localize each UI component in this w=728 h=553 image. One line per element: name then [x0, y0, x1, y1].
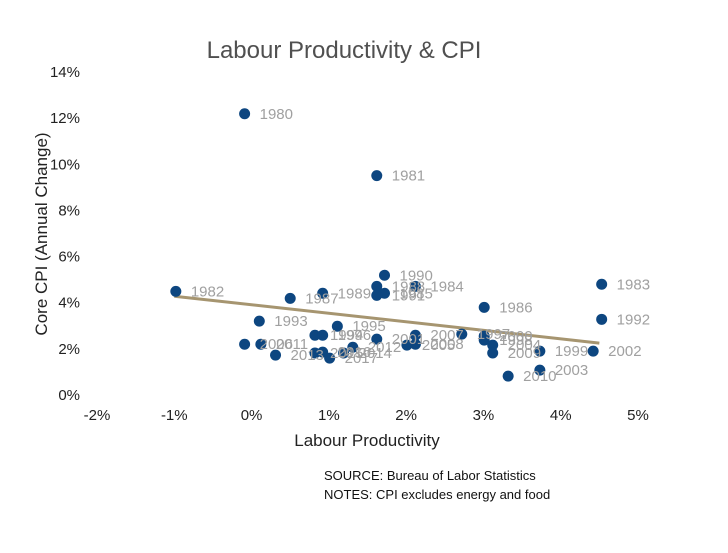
point-label: 1994: [330, 327, 363, 344]
point-label: 2015: [330, 345, 363, 362]
point-label: 2006: [260, 336, 293, 353]
data-point: [347, 341, 359, 353]
x-tick-label: 5%: [627, 407, 649, 424]
x-tick-label: -2%: [84, 407, 111, 424]
y-tick-label: 2%: [58, 341, 80, 358]
point-label: 2009: [508, 345, 541, 362]
data-point: [255, 338, 267, 350]
trend-line: [174, 294, 600, 345]
point-label: 2001: [392, 331, 425, 348]
point-label: 1995: [352, 318, 385, 335]
data-point: [270, 349, 282, 361]
x-axis-label: Labour Productivity: [294, 431, 440, 450]
x-axis-ticks: -2% -1% 0% 1% 2% 3% 4% 5%: [84, 407, 649, 424]
data-point: [534, 364, 546, 376]
data-point: [317, 329, 329, 341]
point-label: 1991: [392, 287, 425, 304]
data-point: [478, 301, 490, 313]
data-point: [284, 292, 296, 304]
data-point: [371, 289, 383, 301]
x-tick-label: 1%: [318, 407, 340, 424]
y-tick-label: 0%: [58, 387, 80, 404]
notes-note: NOTES: CPI excludes energy and food: [324, 487, 550, 502]
y-tick-label: 8%: [58, 202, 80, 219]
data-point: [371, 333, 383, 345]
data-point: [309, 329, 321, 341]
x-tick-label: 2%: [395, 407, 417, 424]
y-tick-label: 10%: [50, 156, 80, 173]
point-label: 2011: [276, 336, 308, 353]
y-axis-label: Core CPI (Annual Change): [32, 132, 51, 335]
point-label: 1983: [617, 276, 650, 293]
y-tick-label: 14%: [50, 64, 80, 81]
data-point: [371, 280, 383, 292]
data-point: [596, 313, 608, 325]
point-label: 2007: [430, 327, 463, 344]
point-label: 2004: [508, 337, 541, 354]
point-label: 2012: [368, 339, 401, 356]
data-point: [409, 280, 421, 292]
data-point: [587, 345, 599, 357]
point-label: 1990: [400, 267, 433, 284]
data-point: [324, 352, 336, 364]
point-label: 1993: [274, 313, 307, 330]
data-point: [401, 339, 413, 351]
point-label: 1981: [392, 168, 425, 185]
data-point: [409, 338, 421, 350]
data-point: [379, 269, 391, 281]
point-label: 1997: [477, 326, 510, 343]
point-label: 2002: [608, 343, 641, 360]
point-label: 1988: [392, 278, 425, 295]
source-note: SOURCE: Bureau of Labor Statistics: [324, 468, 536, 483]
y-tick-label: 12%: [50, 110, 80, 127]
data-point: [478, 330, 490, 342]
y-tick-label: 4%: [58, 295, 80, 312]
data-point: [487, 347, 499, 359]
y-axis-ticks: 0% 2% 4% 6% 8% 10% 12% 14%: [50, 64, 80, 404]
point-label: 1985: [400, 285, 433, 302]
x-tick-label: 4%: [550, 407, 572, 424]
data-point: [239, 338, 251, 350]
point-label: 2000: [499, 328, 532, 345]
point-label: 2014: [359, 345, 392, 362]
point-label: 1982: [191, 283, 224, 300]
data-point: [331, 320, 343, 332]
point-label: 2016: [338, 344, 371, 361]
point-label: 2013: [291, 347, 324, 364]
point-label: 2003: [555, 362, 588, 379]
point-label: 1986: [499, 299, 532, 316]
point-label: 1998: [499, 332, 532, 349]
data-point: [253, 315, 265, 327]
x-tick-label: 3%: [473, 407, 495, 424]
point-label: 2008: [430, 336, 463, 353]
data-point: [239, 108, 251, 120]
x-tick-label: -1%: [161, 407, 188, 424]
data-point: [502, 370, 514, 382]
data-point: [371, 170, 383, 182]
data-point: [317, 287, 329, 299]
point-label: 1980: [260, 106, 293, 123]
point-label: 1989: [338, 285, 371, 302]
data-point: [338, 347, 350, 359]
chart-title: Labour Productivity & CPI: [207, 37, 482, 64]
point-label: 1996: [338, 327, 371, 344]
point-label: 2005: [422, 337, 455, 354]
data-points: [170, 108, 608, 382]
point-label: 1999: [555, 343, 588, 360]
y-tick-label: 6%: [58, 249, 80, 266]
point-label: 1984: [430, 278, 463, 295]
data-point: [409, 329, 421, 341]
data-point: [534, 345, 546, 357]
data-point: [596, 278, 608, 290]
x-tick-label: 0%: [241, 407, 263, 424]
point-label: 2010: [523, 368, 556, 385]
point-label: 1987: [305, 290, 338, 307]
data-point: [456, 328, 468, 340]
data-point: [170, 285, 182, 297]
point-label: 1992: [617, 311, 650, 328]
point-label: 2017: [345, 350, 378, 367]
data-point: [487, 339, 499, 351]
